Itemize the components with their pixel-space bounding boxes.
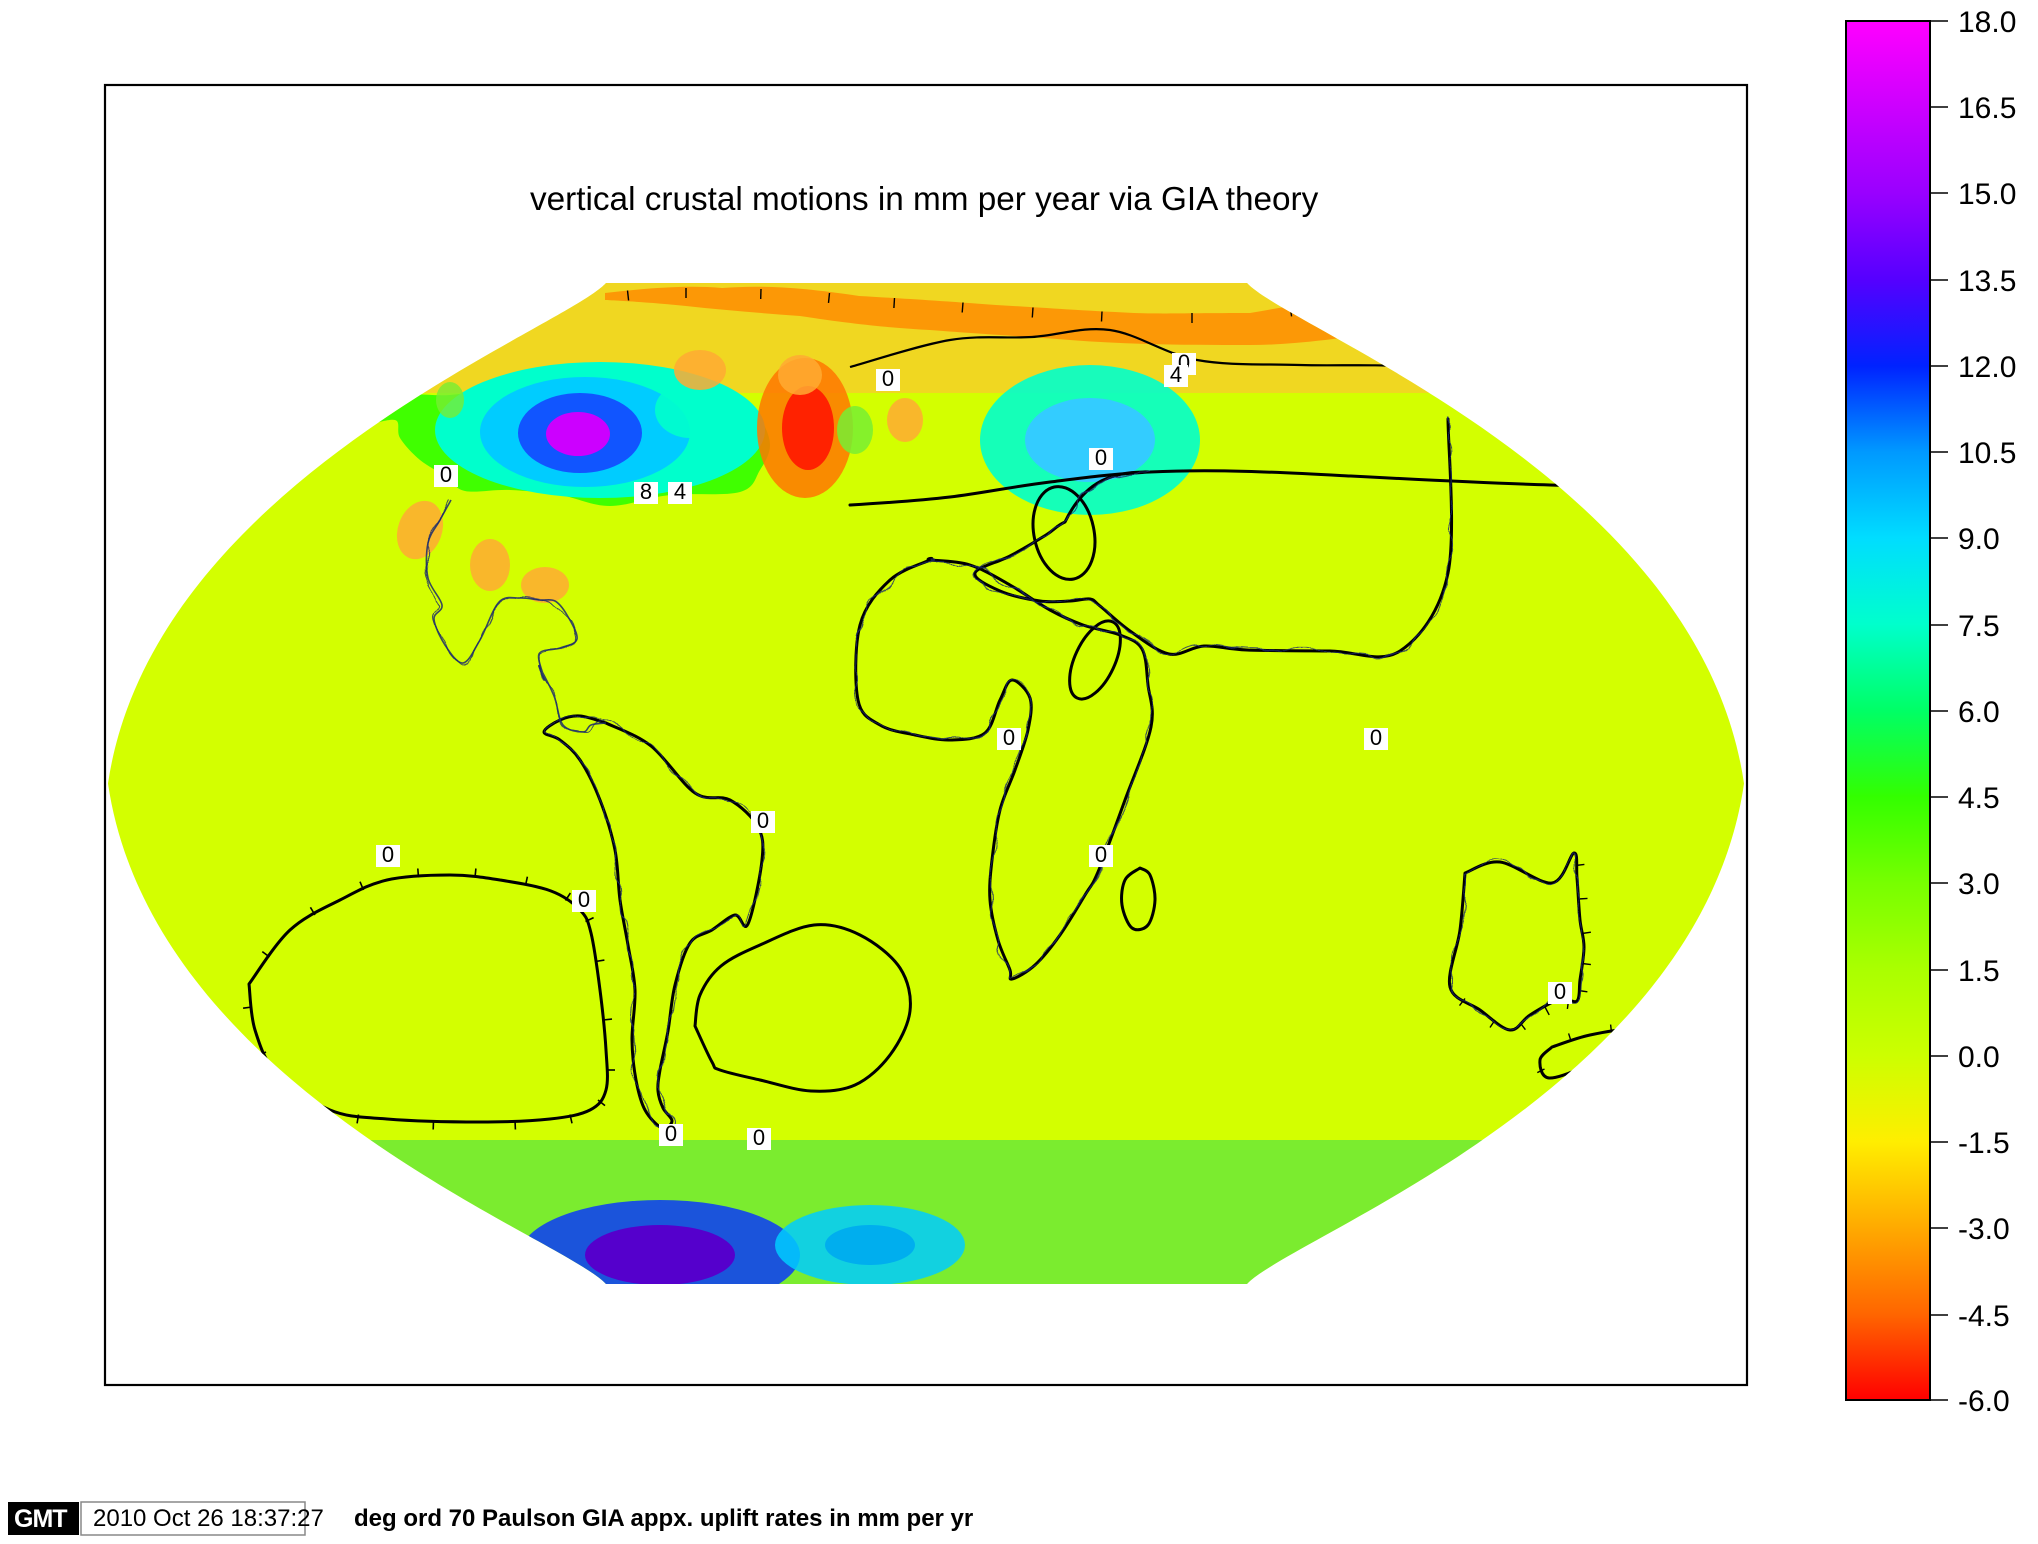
svg-text:4.5: 4.5 [1958, 782, 2000, 815]
svg-text:deg ord 70 Paulson GIA appx. u: deg ord 70 Paulson GIA appx. uplift rate… [354, 1505, 973, 1532]
svg-text:4: 4 [0, 0, 6, 7]
svg-text:1.5: 1.5 [1958, 955, 2000, 988]
svg-text:8: 8 [0, 0, 6, 7]
svg-text:2010 Oct 26 18:37:27: 2010 Oct 26 18:37:27 [93, 1505, 324, 1532]
svg-text:0: 0 [0, 0, 6, 7]
svg-text:GMT: GMT [14, 1505, 67, 1533]
svg-text:0.0: 0.0 [1958, 1041, 2000, 1074]
svg-text:10.5: 10.5 [1958, 437, 2016, 470]
svg-text:7.5: 7.5 [1958, 610, 2000, 643]
svg-text:3.0: 3.0 [1958, 868, 2000, 901]
svg-text:-1.5: -1.5 [1958, 1127, 2010, 1160]
svg-text:-6.0: -6.0 [1958, 1385, 2010, 1418]
svg-text:15.0: 15.0 [1958, 178, 2016, 211]
svg-text:-3.0: -3.0 [1958, 1213, 2010, 1246]
svg-text:16.5: 16.5 [1958, 92, 2016, 125]
svg-text:6.0: 6.0 [1958, 696, 2000, 729]
svg-text:-4.5: -4.5 [1958, 1300, 2010, 1333]
svg-text:13.5: 13.5 [1958, 265, 2016, 298]
svg-text:vertical crustal motions in mm: vertical crustal motions in mm per year … [530, 181, 1319, 218]
svg-text:18.0: 18.0 [1958, 6, 2016, 39]
svg-text:9.0: 9.0 [1958, 523, 2000, 556]
svg-text:12.0: 12.0 [1958, 351, 2016, 384]
